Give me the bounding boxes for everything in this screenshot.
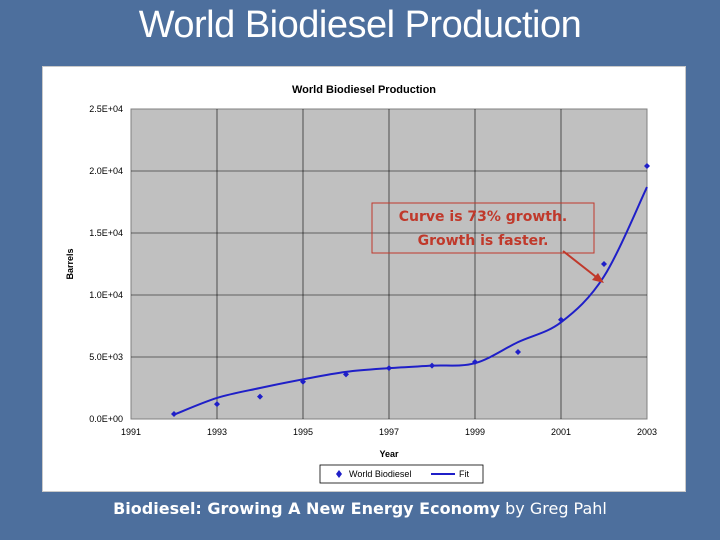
y-tick-label: 2.5E+04	[89, 104, 123, 114]
annotation-line-2: Growth is faster.	[418, 233, 549, 249]
annotation-box	[371, 202, 595, 254]
data-point	[214, 401, 220, 408]
data-point	[300, 378, 306, 385]
slide-title: World Biodiesel Production	[138, 4, 582, 46]
fit-line	[173, 186, 648, 416]
x-tick-label: 1999	[465, 427, 485, 437]
data-point	[257, 393, 263, 400]
x-tick-label: 1997	[379, 427, 399, 437]
x-tick-label: 2003	[637, 427, 657, 437]
x-tick-label: 2001	[551, 427, 571, 437]
y-axis-label: Barrels	[65, 248, 75, 279]
footer-book-title: Biodiesel: Growing A New Energy Economy	[113, 499, 501, 518]
x-tick-label: 1995	[293, 427, 313, 437]
legend-box	[319, 464, 484, 484]
data-point	[429, 362, 435, 369]
x-tick-label: 1991	[121, 427, 141, 437]
footer-author: by Greg Pahl	[500, 499, 607, 518]
x-axis-ticks: 1991 1993 1995 1997 1999 2001 2003	[121, 427, 657, 437]
data-point	[343, 371, 349, 378]
slide-footer: Biodiesel: Growing A New Energy Economy …	[0, 499, 720, 518]
y-tick-label: 0.0E+00	[89, 414, 123, 424]
annotation-line-1: Curve is 73% growth.	[399, 209, 568, 225]
y-tick-label: 1.0E+04	[89, 290, 123, 300]
y-tick-label: 2.0E+04	[89, 166, 123, 176]
chart-frame: World Biodiesel Production 0.0E+00 5.0E+0…	[42, 66, 686, 492]
legend-label-world-biodiesel: World Biodiesel	[349, 469, 411, 479]
legend-marker-world-biodiesel	[336, 470, 342, 478]
data-point	[171, 411, 177, 418]
x-tick-label: 1993	[207, 427, 227, 437]
annotation-arrow	[562, 250, 601, 281]
series-layer	[171, 163, 650, 418]
data-point	[386, 365, 392, 372]
y-tick-label: 1.5E+04	[89, 228, 123, 238]
annotation-arrowhead	[592, 273, 604, 283]
y-axis-ticks: 0.0E+00 5.0E+03 1.0E+04 1.5E+04 2.0E+04 2.5E+…	[89, 104, 123, 424]
data-point	[515, 349, 521, 356]
data-point	[558, 316, 564, 323]
data-point	[601, 261, 607, 267]
data-point	[472, 358, 478, 365]
chart-title: World Biodiesel Production	[292, 84, 436, 96]
biodiesel-chart: World Biodiesel Production 0.0E+00 5.0E+0…	[65, 84, 657, 484]
y-tick-label: 5.0E+03	[89, 352, 123, 362]
data-point	[644, 163, 650, 170]
x-axis-label: Year	[379, 449, 399, 459]
legend-label-fit: Fit	[459, 469, 469, 479]
